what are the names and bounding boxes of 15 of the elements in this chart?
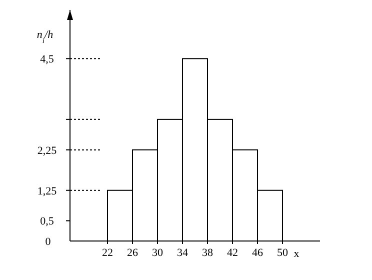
x-tick-label: 50 [277, 247, 288, 259]
x-axis-title: x [294, 248, 300, 260]
y-tick-label: 2,25 [37, 144, 58, 157]
x-tick-label: 34 [177, 247, 188, 259]
x-tick-label: 42 [227, 247, 238, 259]
y-tick-label: 0,5 [40, 216, 54, 228]
x-tick-label: 22 [102, 247, 113, 259]
y-tick-label: 0 [45, 236, 52, 248]
x-tick-label: 30 [152, 247, 164, 259]
x-tick-label: 38 [202, 247, 214, 259]
y-tick-label: 1,25 [37, 185, 58, 198]
y-tick-label: 4,5 [40, 54, 54, 66]
x-tick-label: 46 [252, 247, 264, 259]
y-axis-title: n$_{i}$/h [36, 29, 54, 44]
x-tick-label: 26 [127, 247, 138, 259]
